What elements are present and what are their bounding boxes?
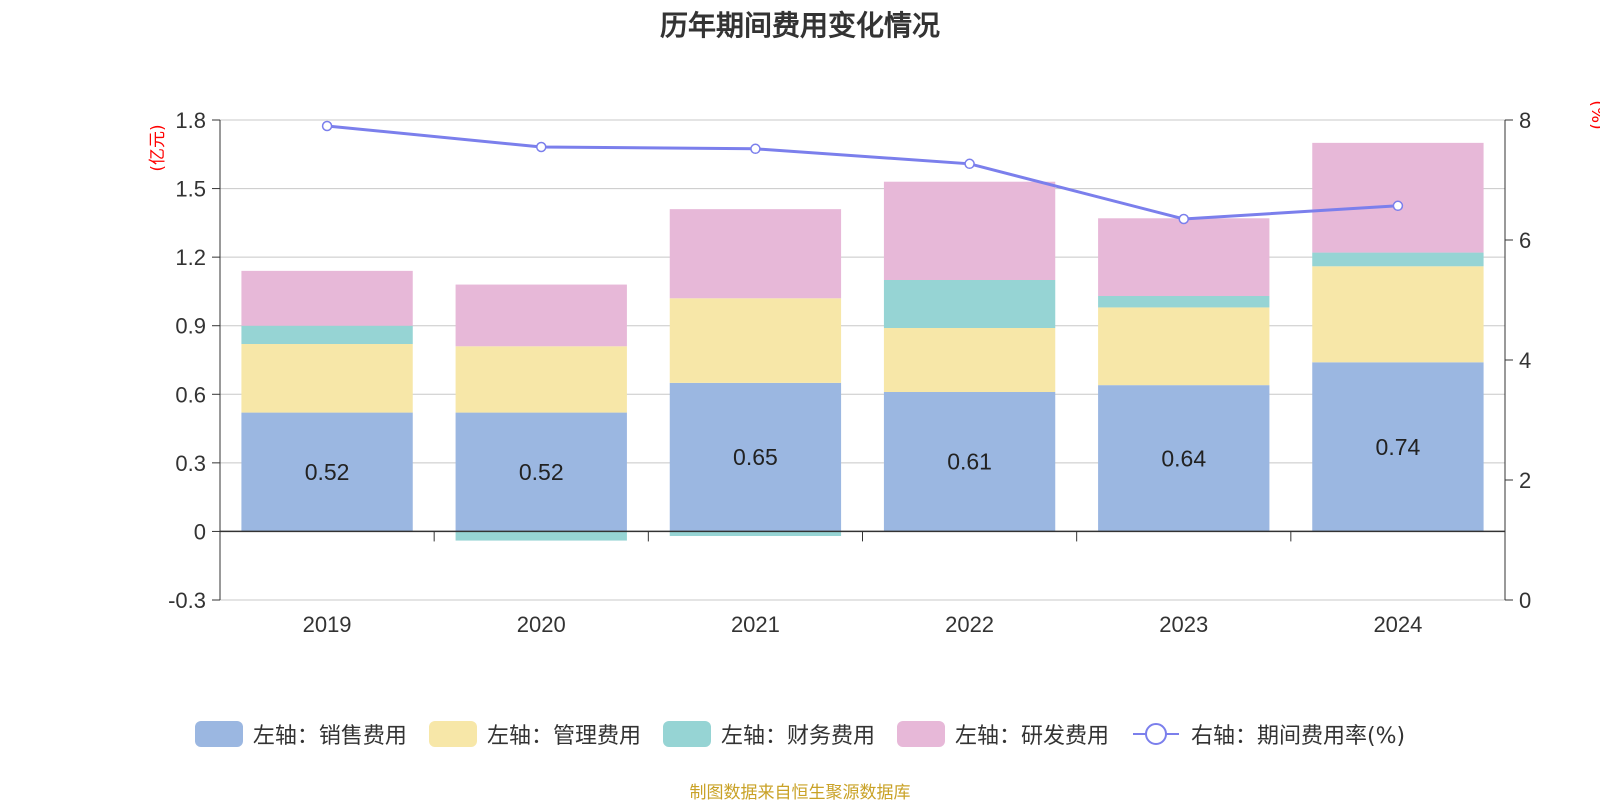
legend-line-marker-icon xyxy=(1132,723,1179,745)
line-layer xyxy=(321,120,1404,225)
bar-data-label: 0.74 xyxy=(1376,434,1421,460)
right-tick-label: 6 xyxy=(1519,228,1531,253)
left-tick-label: 1.2 xyxy=(175,245,206,270)
left-tick-label: 0.9 xyxy=(175,314,206,339)
bar-data-label: 0.52 xyxy=(305,459,350,485)
bar-admin xyxy=(669,298,842,383)
bar-layer xyxy=(241,142,1484,541)
x-tick-label: 2019 xyxy=(303,612,352,637)
legend-item-rd[interactable]: 左轴：研发费用 xyxy=(896,718,1109,750)
legend: 左轴：销售费用 左轴：管理费用 左轴：财务费用 左轴：研发费用 右轴：期间费用率… xyxy=(0,718,1600,750)
x-tick-label: 2024 xyxy=(1373,612,1422,637)
bar-data-label: 0.52 xyxy=(519,459,564,485)
rate-point xyxy=(1392,200,1404,212)
legend-item-sales[interactable]: 左轴：销售费用 xyxy=(194,718,407,750)
label-layer: 0.52 0.52 0.65 0.61 0.64 0.74 xyxy=(305,434,1421,485)
bar-data-label: 0.61 xyxy=(947,449,992,475)
bar-rd xyxy=(883,181,1056,280)
left-tick-label: 0 xyxy=(194,519,206,544)
rate-point xyxy=(321,120,333,132)
chart-title: 历年期间费用变化情况 xyxy=(659,9,940,42)
legend-swatch-sales xyxy=(194,721,243,747)
bar-rd xyxy=(241,270,413,326)
bar-data-label: 0.64 xyxy=(1161,445,1206,471)
legend-label-sales: 左轴：销售费用 xyxy=(252,724,407,749)
legend-label-rd: 左轴：研发费用 xyxy=(954,724,1109,749)
x-tick-label: 2021 xyxy=(731,612,780,637)
left-tick-label: 1.8 xyxy=(175,108,206,133)
x-tick-label: 2022 xyxy=(945,612,994,637)
bar-admin xyxy=(1098,307,1270,386)
x-tick-label: 2020 xyxy=(517,612,566,637)
legend-label-rate: 右轴：期间费用率(%) xyxy=(1190,724,1406,749)
source-note: 制图数据来自恒生聚源数据库 xyxy=(689,783,911,803)
rate-point xyxy=(964,158,975,170)
legend-label-admin: 左轴：管理费用 xyxy=(486,724,641,749)
axis-layer: -0.3 0 0.3 0.6 0.9 1.2 1.5 1.8 0 2 4 6 8 (亿元) (%) 2019 2… xyxy=(148,100,1600,637)
rate-line xyxy=(326,124,1399,221)
left-tick-label: 0.3 xyxy=(175,451,206,476)
bar-admin xyxy=(241,344,413,413)
bar-finance xyxy=(883,280,1056,328)
left-tick-label: -0.3 xyxy=(168,588,206,613)
legend-item-finance[interactable]: 左轴：财务费用 xyxy=(662,718,875,750)
bar-finance xyxy=(1312,252,1484,267)
bar-finance xyxy=(241,325,413,344)
bar-rd xyxy=(1312,142,1484,253)
right-tick-label: 4 xyxy=(1519,348,1531,373)
left-tick-label: 1.5 xyxy=(175,177,206,202)
bar-sales xyxy=(455,412,627,532)
grid-layer xyxy=(220,119,1505,601)
rate-point xyxy=(1178,213,1189,225)
bar-admin xyxy=(1312,266,1484,363)
left-tick-label: 0.6 xyxy=(175,382,206,407)
legend-item-admin[interactable]: 左轴：管理费用 xyxy=(428,718,641,750)
bar-sales xyxy=(883,392,1056,532)
legend-swatch-finance xyxy=(662,721,711,747)
legend-item-rate[interactable]: 右轴：期间费用率(%) xyxy=(1131,718,1405,750)
legend-swatch-rd xyxy=(896,721,945,747)
bar-finance xyxy=(1098,296,1270,308)
bar-rd xyxy=(1098,218,1270,296)
bar-sales xyxy=(241,412,413,532)
right-tick-label: 8 xyxy=(1519,108,1531,133)
bar-finance xyxy=(455,531,627,541)
bar-admin xyxy=(455,346,627,413)
right-axis-unit: (%) xyxy=(1587,100,1600,129)
bar-rd xyxy=(669,209,842,299)
legend-swatch-admin xyxy=(428,721,477,747)
right-tick-label: 2 xyxy=(1519,468,1531,493)
bar-sales xyxy=(669,382,842,532)
legend-label-finance: 左轴：财务费用 xyxy=(720,724,875,749)
bar-finance xyxy=(669,531,842,536)
bar-admin xyxy=(883,328,1056,392)
x-tick-label: 2023 xyxy=(1159,612,1208,637)
bar-data-label: 0.65 xyxy=(733,444,778,470)
right-tick-label: 0 xyxy=(1519,588,1531,613)
left-axis-unit: (亿元) xyxy=(148,124,168,171)
rate-point xyxy=(536,141,547,153)
bar-rd xyxy=(455,284,627,347)
bar-sales xyxy=(1312,362,1484,532)
rate-point xyxy=(750,143,761,155)
bar-sales xyxy=(1098,385,1270,532)
